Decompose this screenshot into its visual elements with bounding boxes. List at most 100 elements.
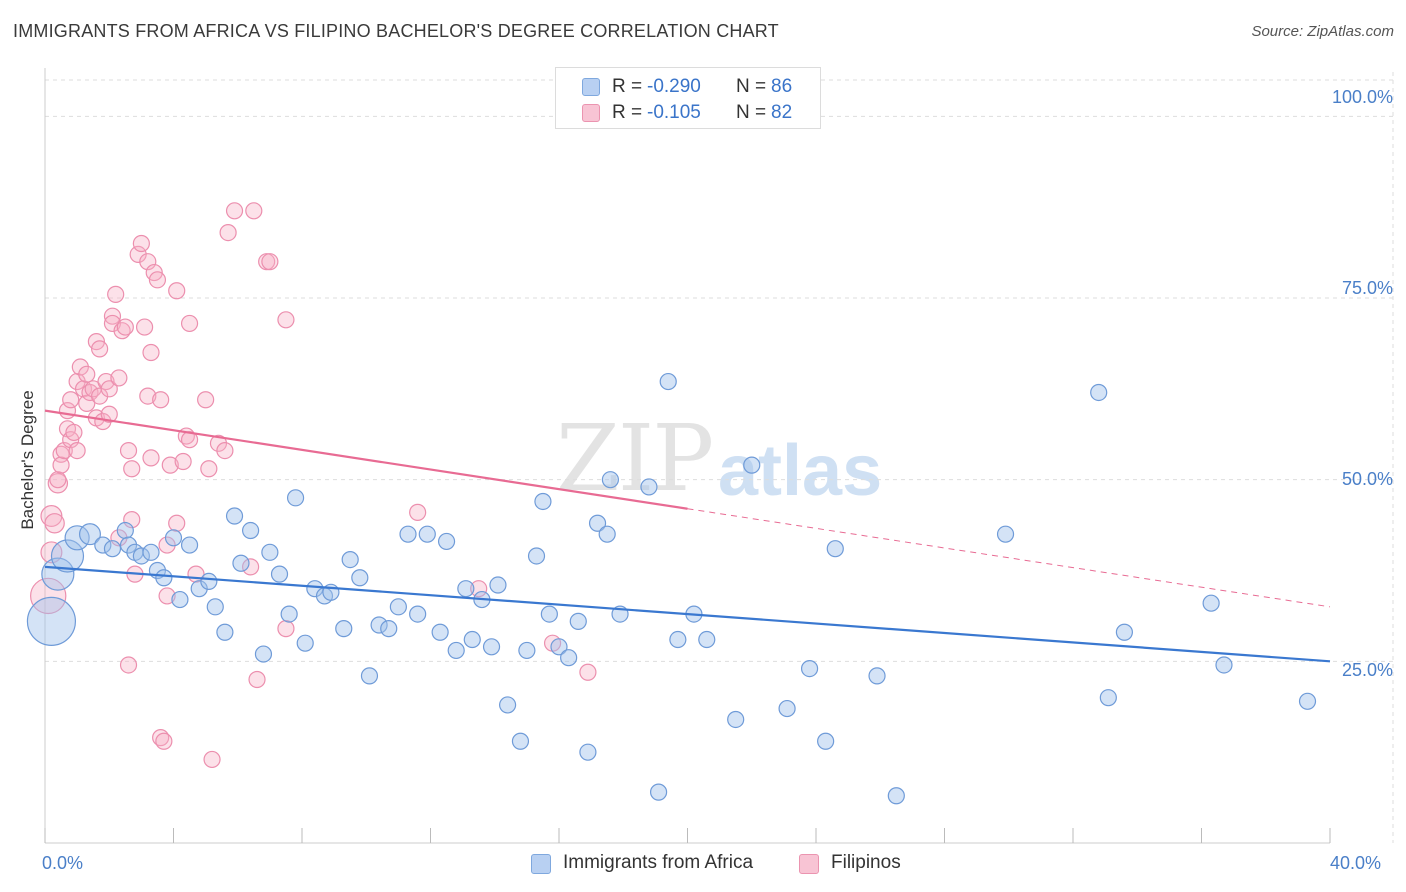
source-label: Source: ZipAtlas.com <box>1251 23 1394 40</box>
filipino-point <box>65 423 83 442</box>
filipino-point <box>62 391 80 409</box>
filipino-point <box>55 442 73 460</box>
africa-point <box>601 471 620 489</box>
africa-point <box>78 523 101 546</box>
filipino-point <box>277 311 295 329</box>
filipino-point <box>470 580 488 598</box>
filipino-point <box>200 460 218 478</box>
africa-point <box>155 569 173 587</box>
africa-point <box>534 492 552 511</box>
y-axis-label: Bachelor's Degree <box>18 390 37 530</box>
africa-point <box>1115 623 1134 641</box>
filipino-point <box>168 282 186 300</box>
africa-point <box>142 543 160 561</box>
legend-n-value: 82 <box>771 102 793 123</box>
africa-point <box>640 478 658 496</box>
africa-point <box>1099 689 1117 707</box>
africa-point <box>800 659 819 678</box>
trend-lines <box>44 409 1331 663</box>
filipino-point <box>119 442 138 460</box>
filipino-point <box>110 369 128 387</box>
filipino-point <box>123 511 141 529</box>
filipino-point <box>139 253 157 271</box>
legend-n-value: 86 <box>771 76 793 97</box>
filipino-point <box>161 456 179 474</box>
y-tick-label-75: 75.0% <box>1341 278 1393 298</box>
filipino-trend-line <box>44 409 688 510</box>
africa-point <box>409 605 427 623</box>
y-tick-label-25: 25.0% <box>1341 660 1393 680</box>
africa-point <box>511 732 530 750</box>
filipino-point <box>180 314 199 333</box>
filipino-point <box>203 750 221 769</box>
legend-n-label: N = <box>736 102 767 123</box>
filipino-point <box>119 656 138 674</box>
filipino-point <box>197 391 215 409</box>
x-tick-label-min: 0.0% <box>42 853 84 873</box>
bottom-legend-swatch-africa <box>531 854 551 874</box>
filipino-point <box>78 394 96 412</box>
filipino-point <box>245 202 263 220</box>
watermark-atlas: atlas <box>718 431 883 511</box>
filipino-point <box>100 405 118 423</box>
grid-layer <box>45 72 1394 843</box>
africa-point <box>180 536 199 554</box>
africa-point <box>598 525 616 543</box>
legend-swatch-africa <box>582 78 600 96</box>
africa-point <box>649 783 668 801</box>
legend-r-value: -0.290 <box>647 76 701 97</box>
africa-point <box>351 569 369 587</box>
filipino-point <box>152 391 170 409</box>
filipino-point <box>135 318 154 336</box>
africa-point <box>743 456 761 474</box>
filipino-point <box>107 285 125 303</box>
africa-point <box>826 540 844 558</box>
africa-point <box>1090 383 1108 402</box>
africa-point <box>1215 656 1233 674</box>
filipino-point <box>68 442 86 460</box>
africa-point <box>360 667 379 685</box>
africa-point <box>579 743 597 761</box>
africa-point <box>489 576 507 594</box>
bottom-legend-swatch-filipino <box>799 854 819 874</box>
africa-point <box>399 525 417 543</box>
bottom-legend-label-filipino: Filipinos <box>831 852 901 873</box>
africa-point <box>116 521 134 540</box>
filipino-point <box>216 442 234 460</box>
filipino-point <box>409 503 427 521</box>
africa-point <box>132 547 150 565</box>
africa-point <box>698 630 716 649</box>
africa-point <box>341 550 359 569</box>
filipino-point <box>248 670 266 689</box>
africa-point <box>64 525 90 551</box>
filipino-point <box>47 473 69 494</box>
x-tick-label-max: 40.0% <box>1330 853 1382 873</box>
filipino-point <box>44 513 65 534</box>
filipino-point <box>139 387 157 405</box>
africa-point <box>200 572 218 591</box>
filipino-point <box>155 732 173 750</box>
filipino-point <box>158 587 176 605</box>
legend-r-label: R = <box>612 76 643 97</box>
filipino-point <box>78 365 96 383</box>
filipino-point <box>91 340 109 358</box>
africa-point <box>103 540 122 558</box>
africa-point <box>280 605 298 623</box>
africa-point <box>588 514 607 532</box>
africa-point <box>370 616 388 634</box>
africa-point <box>50 539 85 573</box>
africa-point <box>242 521 260 540</box>
africa-point <box>380 620 398 638</box>
africa-point <box>817 732 835 750</box>
africa-point <box>164 529 183 547</box>
africa-trend-line <box>44 565 1331 663</box>
filipino-point <box>103 307 122 325</box>
africa-point <box>527 547 546 565</box>
africa-point <box>261 543 279 561</box>
filipino-trend-extension <box>687 508 1331 608</box>
legend-n-label: N = <box>736 76 767 97</box>
africa-point <box>431 623 449 641</box>
filipino-point <box>168 514 186 532</box>
filipino-point <box>52 456 70 474</box>
